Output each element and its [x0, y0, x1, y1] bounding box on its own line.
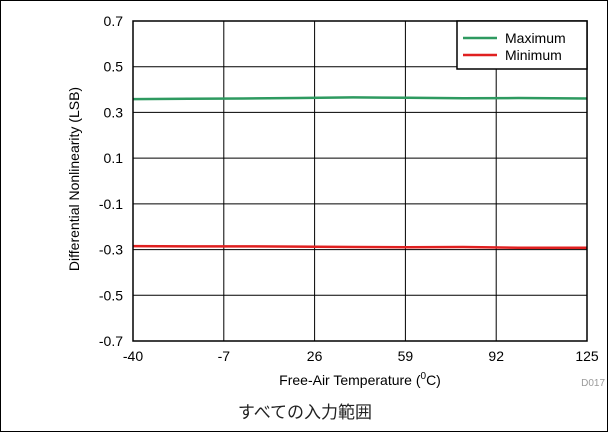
y-tick-label: -0.1 — [99, 196, 123, 212]
y-tick-label: -0.3 — [99, 242, 123, 258]
plot-area-border — [132, 20, 588, 342]
x-axis-label: Free-Air Temperature (0C) — [279, 371, 441, 388]
x-tick-label: 125 — [575, 348, 599, 364]
y-tick-label: -0.5 — [99, 287, 123, 303]
legend-label-maximum: Maximum — [505, 30, 566, 46]
x-axis-label-unit: C) — [426, 372, 441, 388]
figure-caption: すべての入力範囲 — [237, 403, 373, 423]
figure-code: D017 — [581, 378, 605, 389]
x-tick-label: -40 — [123, 348, 143, 364]
y-tick-labels: 0.7 0.5 0.3 0.1 -0.1 -0.3 -0.5 -0.7 — [99, 13, 123, 349]
x-tick-labels: -40 -7 26 59 92 125 — [123, 348, 599, 364]
legend-box — [456, 20, 588, 70]
x-tick-label: -7 — [218, 348, 231, 364]
series-lines — [132, 96, 588, 249]
x-tick-label: 92 — [488, 348, 504, 364]
y-tick-label: 0.3 — [104, 104, 124, 120]
x-axis-label-text: Free-Air Temperature ( — [279, 372, 421, 388]
x-axis-label-superscript: 0 — [421, 371, 427, 382]
series-line-maximum — [132, 96, 588, 101]
x-tick-label: 59 — [398, 348, 414, 364]
y-tick-label: 0.1 — [104, 150, 124, 166]
x-tick-label: 26 — [307, 348, 323, 364]
series-line-minimum — [132, 244, 587, 249]
y-tick-label: 0.5 — [104, 59, 124, 75]
y-tick-label: -0.7 — [99, 333, 123, 349]
y-tick-label: 0.7 — [104, 13, 124, 29]
legend-label-minimum: Minimum — [505, 47, 562, 63]
y-axis-label: Differential Nonlinearity (LSB) — [66, 87, 82, 271]
